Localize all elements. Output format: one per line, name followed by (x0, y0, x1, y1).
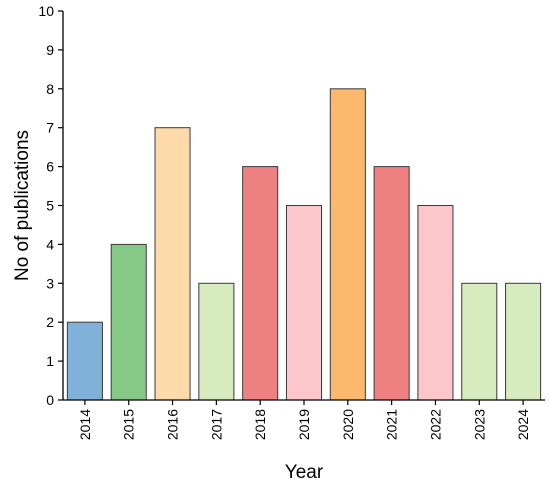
bar-2019 (285, 205, 323, 401)
bar-2016 (154, 127, 191, 401)
y-tick-label: 3 (46, 275, 54, 291)
y-tick-label: 8 (46, 81, 54, 97)
x-axis-title: Year (285, 462, 324, 483)
bar-2020 (329, 88, 366, 401)
y-tick-label: 4 (46, 236, 54, 252)
x-tick-label: 2022 (427, 409, 443, 440)
y-tick-label: 5 (46, 198, 54, 214)
x-tick-label: 2018 (252, 409, 268, 440)
y-tick-label: 7 (46, 120, 54, 136)
y-axis-title: No of publications (12, 130, 33, 281)
bar-2017 (198, 282, 235, 401)
bar-2014 (66, 321, 103, 401)
y-tick-label: 10 (38, 3, 54, 19)
bar-2018 (242, 166, 279, 401)
bars-layer (66, 88, 542, 401)
x-tick-label: 2019 (296, 409, 312, 440)
bar-2024 (505, 282, 542, 401)
y-tick-label: 2 (46, 314, 54, 330)
x-tick-label: 2021 (384, 409, 400, 440)
bar-2021 (373, 166, 410, 401)
y-tick-label: 0 (46, 392, 54, 408)
bar-2015 (110, 243, 147, 401)
x-tick-label: 2017 (208, 409, 224, 440)
x-tick-label: 2023 (471, 409, 487, 440)
bar-2023 (461, 282, 498, 401)
x-tick-label: 2020 (340, 409, 356, 440)
x-tick-label: 2016 (165, 409, 181, 440)
bar-2022 (417, 205, 454, 401)
x-tick-label: 2014 (77, 409, 93, 440)
x-tick-label: 2024 (515, 409, 531, 440)
x-ticks: 2014 2015 2016 2017 2018 2019 2020 2021 2022 2023… (77, 400, 531, 440)
y-ticks: 0 1 2 3 4 5 6 7 8 9 10 (38, 3, 63, 408)
y-tick-label: 9 (46, 42, 54, 58)
x-tick-label: 2015 (121, 409, 137, 440)
y-tick-label: 6 (46, 159, 54, 175)
y-tick-label: 1 (46, 353, 54, 369)
